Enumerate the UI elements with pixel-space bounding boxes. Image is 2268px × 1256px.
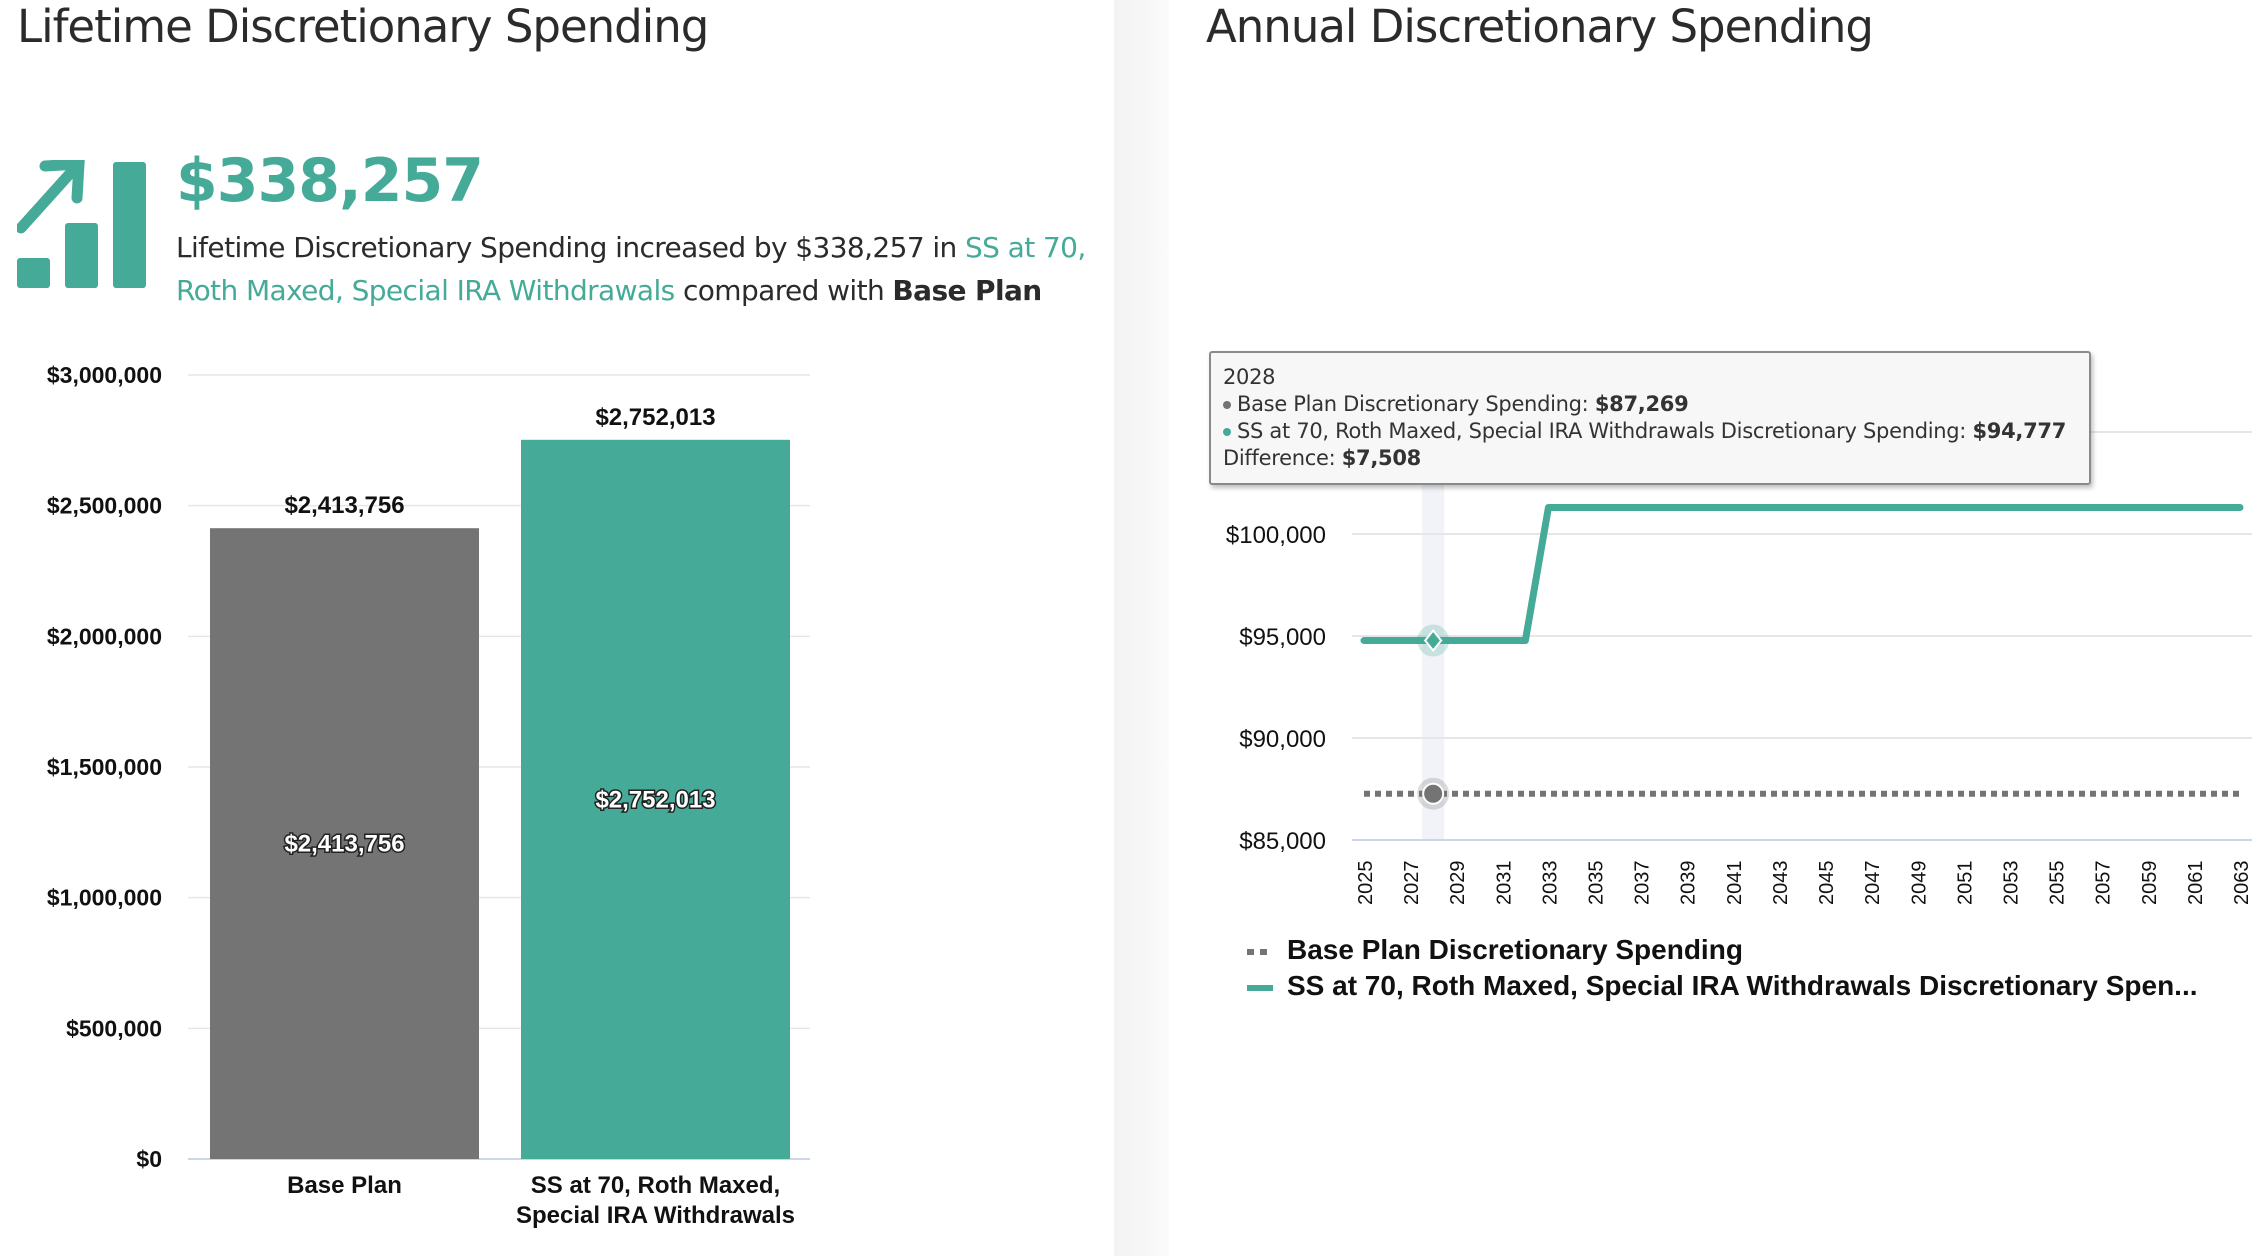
x-tick-label: 2047 bbox=[1862, 861, 1884, 906]
x-category-label: SS at 70, Roth Maxed, bbox=[531, 1172, 780, 1199]
legend-item-scenario[interactable]: SS at 70, Roth Maxed, Special IRA Withdr… bbox=[1247, 970, 2198, 1002]
legend-label: Base Plan Discretionary Spending bbox=[1287, 934, 1743, 965]
tooltip-base-label: Base Plan Discretionary Spending: bbox=[1237, 392, 1595, 416]
x-tick-label: 2041 bbox=[1724, 861, 1746, 906]
base-dot-icon bbox=[1223, 401, 1231, 409]
x-tick-label: 2051 bbox=[1954, 861, 1976, 906]
tooltip-scenario-label: SS at 70, Roth Maxed, Special IRA Withdr… bbox=[1237, 419, 1973, 443]
y-tick-label: $100,000 bbox=[1226, 522, 1326, 549]
tooltip-row-difference: Difference: $7,508 bbox=[1223, 445, 2089, 472]
hover-marker bbox=[1422, 782, 1445, 805]
x-category-label: Special IRA Withdrawals bbox=[516, 1202, 795, 1229]
x-tick-label: 2037 bbox=[1632, 861, 1654, 906]
annual-spending-panel: Annual Discretionary Spending bbox=[1169, 0, 2268, 1256]
solid-line-icon bbox=[1247, 984, 1273, 991]
legend-item-base[interactable]: Base Plan Discretionary Spending bbox=[1247, 934, 1743, 966]
legend-label: SS at 70, Roth Maxed, Special IRA Withdr… bbox=[1287, 970, 2198, 1001]
x-tick-label: 2049 bbox=[1908, 861, 1930, 906]
bar-inner-label: $2,752,013 bbox=[595, 786, 715, 813]
hover-band bbox=[1422, 402, 1445, 840]
y-tick-label: $1,500,000 bbox=[47, 754, 162, 780]
y-tick-label: $0 bbox=[136, 1146, 162, 1172]
x-tick-label: 2059 bbox=[2139, 861, 2161, 906]
desc-middle: compared with bbox=[674, 274, 893, 307]
bar-inner-label: $2,413,756 bbox=[284, 831, 404, 858]
y-tick-label: $3,000,000 bbox=[47, 362, 162, 388]
x-tick-label: 2029 bbox=[1447, 861, 1469, 906]
y-tick-label: $2,000,000 bbox=[47, 623, 162, 649]
headline-value: $338,257 bbox=[176, 146, 484, 216]
x-tick-label: 2053 bbox=[2000, 861, 2022, 906]
chart-tooltip: 2028 Base Plan Discretionary Spending: $… bbox=[1209, 351, 2091, 485]
x-tick-label: 2063 bbox=[2231, 861, 2253, 906]
x-tick-label: 2031 bbox=[1493, 861, 1515, 906]
headline-description: Lifetime Discretionary Spending increase… bbox=[176, 226, 1096, 312]
y-tick-label: $1,000,000 bbox=[47, 885, 162, 911]
x-tick-label: 2027 bbox=[1401, 861, 1423, 906]
x-tick-label: 2043 bbox=[1770, 861, 1792, 906]
x-tick-label: 2039 bbox=[1678, 861, 1700, 906]
y-tick-label: $500,000 bbox=[66, 1015, 162, 1041]
x-tick-label: 2057 bbox=[2093, 861, 2115, 906]
tooltip-year: 2028 bbox=[1223, 365, 1276, 389]
hover-marker bbox=[1423, 628, 1443, 653]
x-tick-label: 2033 bbox=[1539, 861, 1561, 906]
bar-value-label: $2,752,013 bbox=[595, 404, 715, 431]
desc-base: Base Plan bbox=[892, 274, 1042, 307]
x-category-label: Base Plan bbox=[287, 1172, 402, 1199]
bar bbox=[521, 439, 790, 1160]
chart-increase-icon bbox=[17, 160, 146, 288]
tooltip-diff-value: $7,508 bbox=[1341, 446, 1422, 470]
x-tick-label: 2025 bbox=[1355, 861, 1377, 906]
desc-prefix: Lifetime Discretionary Spending increase… bbox=[176, 231, 965, 264]
panel-divider bbox=[1114, 0, 1169, 1256]
desc-scenario: SS at 70, Roth Maxed, Special IRA Withdr… bbox=[176, 231, 1086, 307]
tooltip-row-scenario: SS at 70, Roth Maxed, Special IRA Withdr… bbox=[1223, 418, 2089, 445]
tooltip-row-base: Base Plan Discretionary Spending: $87,26… bbox=[1223, 391, 2089, 418]
lifetime-title: Lifetime Discretionary Spending bbox=[17, 0, 709, 53]
x-tick-label: 2061 bbox=[2185, 861, 2207, 906]
y-tick-label: $95,000 bbox=[1239, 624, 1326, 651]
tooltip-scenario-value: $94,777 bbox=[1972, 419, 2067, 443]
tooltip-base-value: $87,269 bbox=[1594, 392, 1689, 416]
y-tick-label: $2,500,000 bbox=[47, 493, 162, 519]
dotted-line-icon bbox=[1247, 948, 1273, 955]
y-tick-label: $85,000 bbox=[1239, 828, 1326, 855]
series-line bbox=[1360, 503, 2244, 645]
x-tick-label: 2045 bbox=[1816, 861, 1838, 906]
y-tick-label: $90,000 bbox=[1239, 726, 1326, 753]
bar-value-label: $2,413,756 bbox=[284, 492, 404, 519]
tooltip-diff-label: Difference: bbox=[1223, 446, 1342, 470]
annual-title: Annual Discretionary Spending bbox=[1206, 0, 1874, 53]
scenario-dot-icon bbox=[1223, 428, 1231, 436]
bar bbox=[210, 528, 479, 1159]
x-tick-label: 2055 bbox=[2047, 861, 2069, 906]
x-tick-label: 2035 bbox=[1586, 861, 1608, 906]
